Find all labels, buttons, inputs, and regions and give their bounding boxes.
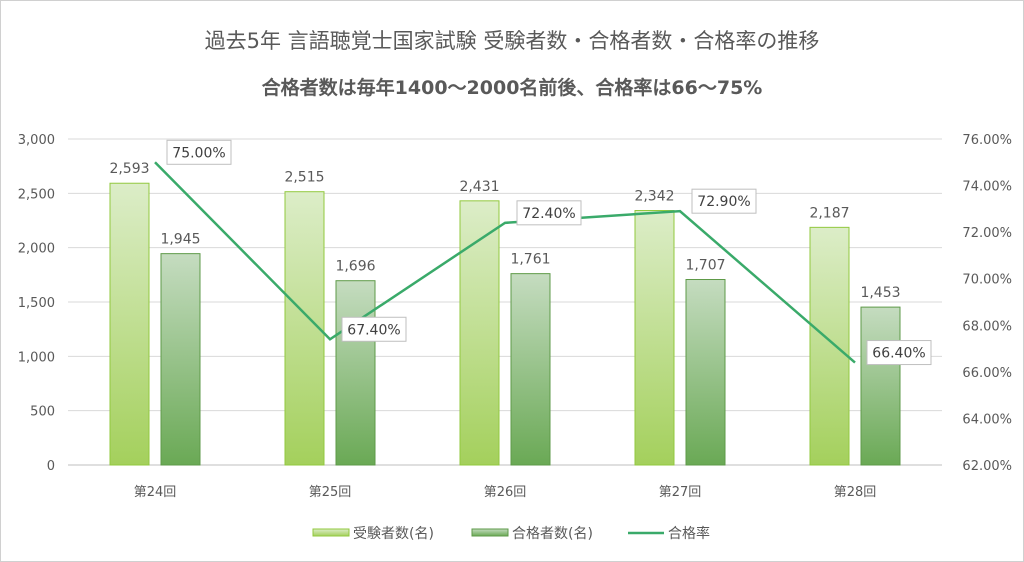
category-label: 第26回 [484,485,527,500]
rate-label-box [866,340,932,366]
rate-data-label: 67.40% [347,322,400,338]
left-tick-label: 1,000 [18,350,55,365]
bar-applicants [109,182,150,466]
rate-data-label: 66.40% [872,346,925,362]
right-tick-label: 66.00% [962,366,1012,381]
right-tick-label: 72.00% [962,226,1012,241]
bar-data-label: 2,515 [284,170,324,186]
bar-passers [510,273,551,466]
chart-subtitle: 合格者数は毎年1400～2000名前後、合格率は66～75% [262,76,763,99]
bar-data-label: 1,761 [510,252,550,268]
right-tick-label: 74.00% [962,180,1012,195]
bar-data-label: 1,707 [685,258,725,274]
left-tick-label: 3,000 [18,133,55,148]
rate-data-label: 75.00% [172,145,225,161]
legend-label: 受験者数(名) [353,526,434,542]
right-tick-label: 68.00% [962,319,1012,334]
rate-label-box [166,139,232,165]
bar-passers [685,279,726,466]
bar-data-label: 1,696 [335,259,375,275]
rate-data-label: 72.90% [697,194,750,210]
legend-swatch [471,528,509,537]
legend-swatch [312,528,350,537]
bar-data-label: 1,453 [860,285,900,301]
bar-data-label: 2,431 [459,179,499,195]
category-label: 第24回 [134,485,177,500]
rate-data-label: 72.40% [522,206,575,222]
legend-label: 合格率 [668,525,710,542]
left-tick-label: 0 [47,459,55,474]
left-tick-label: 1,500 [18,296,55,311]
bar-data-label: 2,342 [634,189,674,205]
left-tick-label: 500 [30,405,55,420]
bar-passers [160,253,201,466]
category-label: 第27回 [659,485,702,500]
bar-applicants [809,226,850,466]
bar-applicants [459,200,500,466]
rate-label-box [691,188,757,214]
right-tick-label: 76.00% [962,133,1012,148]
right-tick-label: 64.00% [962,412,1012,427]
chart-title: 過去5年 言語聴覚士国家試験 受験者数・合格者数・合格率の推移 [205,29,820,53]
bar-data-label: 2,187 [809,205,849,221]
bar-data-label: 1,945 [160,232,200,248]
category-label: 第28回 [834,485,877,500]
left-tick-label: 2,500 [18,187,55,202]
rate-line [154,161,856,364]
right-tick-label: 70.00% [962,273,1012,288]
bar-data-label: 2,593 [109,161,149,177]
category-label: 第25回 [309,485,352,500]
bar-passers [860,306,901,466]
rate-label-box [341,316,407,342]
bar-applicants [634,210,675,466]
right-tick-label: 62.00% [962,459,1012,474]
left-tick-label: 2,000 [18,242,55,257]
legend-label: 合格者数(名) [512,526,593,542]
bar-passers [335,280,376,466]
rate-label-box [516,200,582,226]
